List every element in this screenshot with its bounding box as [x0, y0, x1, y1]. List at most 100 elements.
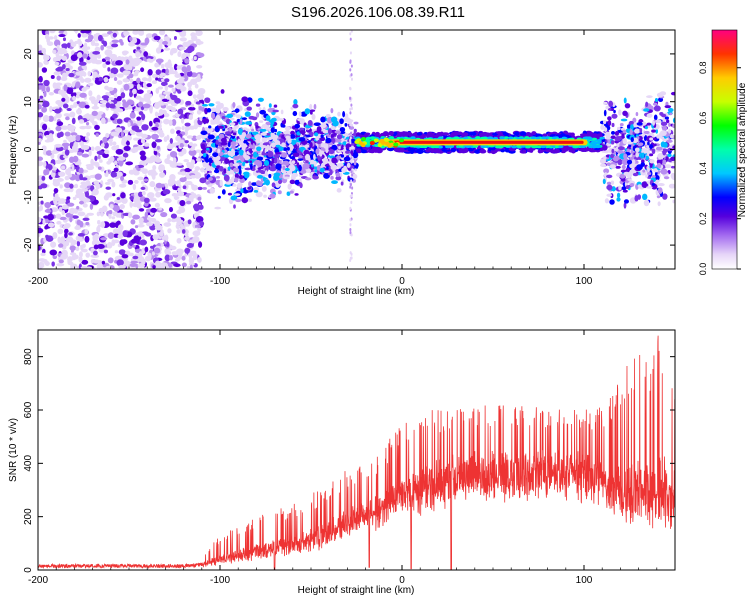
- spectrogram-cell: [235, 114, 242, 119]
- spectrogram-cell: [350, 73, 353, 77]
- spectrogram-cell: [154, 202, 160, 208]
- spectrogram-cell: [139, 239, 148, 246]
- spectrogram-cell: [130, 63, 138, 67]
- spectrogram-cell: [101, 260, 106, 265]
- spectrogram-cell: [662, 150, 667, 156]
- spectrogram-cell: [239, 135, 245, 140]
- spectrogram-cell: [271, 142, 276, 148]
- spectrogram-cell: [153, 35, 161, 41]
- spectrogram-cell: [38, 160, 44, 167]
- spectrogram-cell: [123, 31, 130, 36]
- spectrogram-cell: [100, 221, 106, 229]
- spectrogram-cell: [349, 206, 352, 210]
- spectrogram-cell: [129, 78, 134, 83]
- spectrogram-cell: [56, 220, 62, 225]
- spectrogram-cell: [652, 120, 655, 126]
- spectrogram-cell: [232, 167, 240, 173]
- spectrogram-cell: [116, 220, 121, 226]
- spectrogram-cell: [353, 121, 359, 125]
- spectrogram-cell: [349, 230, 352, 235]
- spectrogram-cell: [47, 213, 54, 221]
- spectrogram-cell: [118, 264, 127, 269]
- spectrogram-cell: [268, 173, 272, 179]
- spectrogram-cell: [304, 153, 311, 161]
- spectrogram-cell: [606, 184, 613, 191]
- spectrogram-cell: [253, 151, 258, 158]
- spectrogram-cell: [122, 152, 129, 158]
- spectrogram-cell: [63, 84, 68, 92]
- spectrogram-cell: [57, 236, 61, 244]
- spectrogram-cell: [189, 264, 193, 269]
- spectrogram-cell: [272, 163, 275, 170]
- spectrogram-cell: [133, 179, 139, 184]
- spectrogram-cell: [136, 46, 141, 50]
- spectrogram-cell: [64, 175, 70, 181]
- spectrogram-cell: [349, 96, 352, 100]
- spectrogram-cell: [614, 131, 620, 136]
- spectrogram-cell: [350, 64, 353, 68]
- spectrogram-cell: [49, 30, 56, 34]
- spectrogram-cell: [183, 177, 187, 182]
- spectrogram-cell: [174, 126, 182, 131]
- spectrogram-cell: [70, 239, 77, 246]
- spectrogram-cell: [656, 195, 661, 199]
- spectrogram-cell: [84, 77, 92, 83]
- spectrogram-cell: [120, 175, 124, 181]
- spectrogram-cell: [109, 53, 118, 59]
- spectrogram-cell: [39, 95, 44, 99]
- spectrogram-cell: [80, 188, 89, 192]
- spectrogram-cell: [615, 165, 621, 169]
- spectrogram-cell: [621, 186, 627, 191]
- spectrogram-cell: [44, 225, 49, 230]
- spectrogram-cell: [297, 158, 304, 161]
- figure-title: S196.2026.106.08.39.R11: [291, 4, 465, 21]
- spectrogram-cell: [626, 159, 633, 165]
- spectrogram-cell: [161, 262, 167, 269]
- spectrogram-cell: [42, 115, 50, 123]
- spectrogram-cell: [207, 134, 215, 140]
- spectrogram-cell: [155, 69, 162, 75]
- spectrogram-cell: [349, 51, 352, 55]
- spectrogram-cell: [659, 130, 667, 137]
- spectrogram-cell: [393, 147, 402, 153]
- spectrogram-cell: [97, 220, 101, 225]
- spectrogram-cell: [56, 132, 62, 139]
- spectrogram-cell: [227, 141, 231, 148]
- spectrogram-cell: [643, 130, 650, 135]
- spectrogram-cell: [49, 249, 58, 256]
- spectrogram-cell: [140, 154, 147, 161]
- spectrogram-cell: [280, 109, 284, 115]
- spectrogram-cell: [349, 111, 352, 115]
- spectrogram-cell: [128, 55, 133, 60]
- spectrogram-cell: [649, 137, 654, 141]
- spectrogram-cell: [185, 47, 193, 54]
- spectrogram-cell: [122, 70, 130, 76]
- spectrogram-cell: [414, 149, 422, 153]
- spectrogram-cell: [70, 132, 78, 136]
- spectrogram-cell: [256, 160, 263, 168]
- spectrogram-cell: [60, 236, 66, 243]
- spectrogram-cell: [292, 152, 300, 158]
- spectrogram-cell: [294, 193, 299, 196]
- spectrogram-cell: [245, 121, 253, 125]
- spectrogram-cell: [251, 128, 255, 132]
- spectrogram-cell: [75, 246, 80, 252]
- spectrogram-cell: [63, 139, 67, 144]
- spectrogram-cell: [274, 157, 278, 164]
- spectrogram-cell: [255, 191, 263, 198]
- spectrogram-cell: [227, 150, 233, 156]
- spectrogram-cell: [281, 142, 286, 147]
- spectrogram-cell: [188, 106, 196, 111]
- spectrogram-cell: [69, 183, 74, 189]
- spectrogram-cell: [114, 250, 119, 254]
- spectrogram-cell: [52, 178, 58, 184]
- spectrogram-cell: [202, 152, 207, 158]
- spectrogram-cell: [218, 166, 224, 172]
- spectrogram-cell: [114, 127, 123, 133]
- spectrogram-cell: [634, 195, 639, 202]
- spectrogram-cell: [63, 188, 72, 193]
- spectrogram-cell: [195, 149, 202, 153]
- spectrogram-cell: [89, 203, 94, 210]
- spectrogram-cell: [132, 255, 139, 260]
- spectrogram-cell: [79, 125, 87, 130]
